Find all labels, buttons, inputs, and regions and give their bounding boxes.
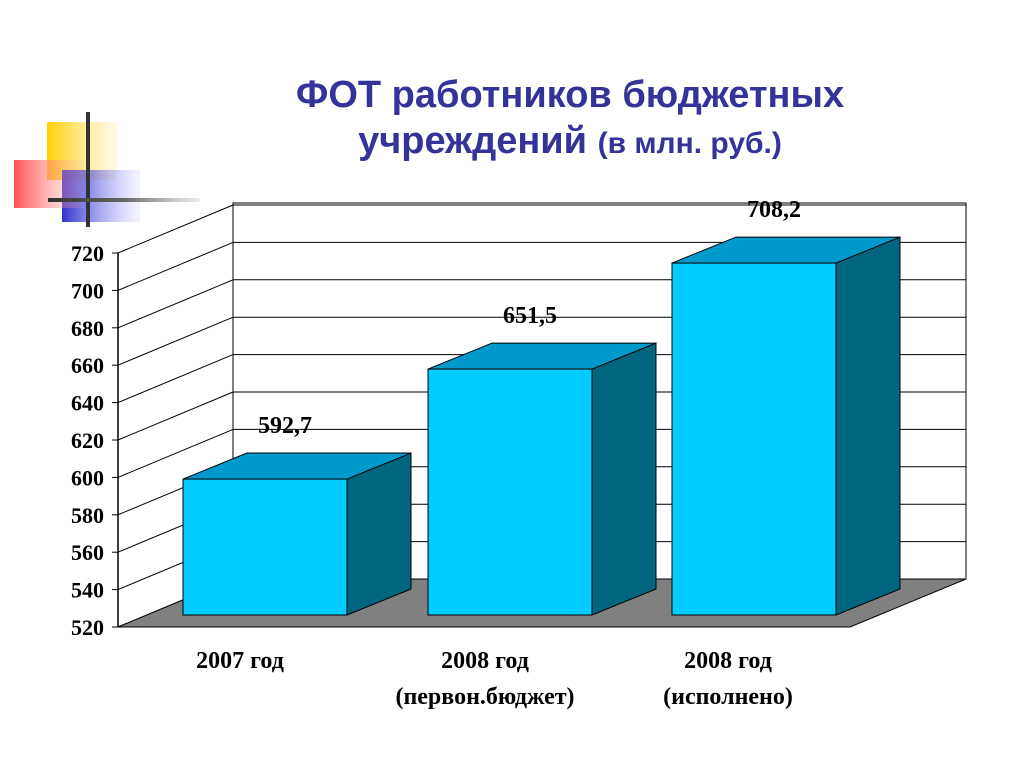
bar	[427, 368, 593, 616]
chart-title-main: учреждений	[358, 120, 588, 162]
data-label: 592,7	[258, 413, 312, 439]
x-tick-label: 2008 год	[684, 648, 772, 674]
x-tick-label: (исполнено)	[663, 684, 793, 710]
y-tick-label: 520	[71, 615, 104, 640]
side-wall-gridline	[117, 279, 234, 329]
chart-title-line1: ФОТ работников бюджетных	[295, 74, 845, 116]
chart-title-line2: учреждений (в млн. руб.)	[150, 120, 990, 163]
side-wall-gridline	[117, 204, 234, 254]
data-label: 651,5	[503, 303, 557, 329]
side-wall-gridline	[117, 354, 234, 404]
y-tick-label: 600	[71, 465, 104, 490]
y-tick-label: 540	[71, 578, 104, 603]
y-tick-label: 620	[71, 428, 104, 453]
data-label: 708,2	[747, 197, 801, 223]
y-tick-label: 720	[71, 241, 104, 266]
side-wall-gridline	[117, 428, 234, 478]
chart-title-unit: (в млн. руб.)	[597, 127, 782, 160]
x-tick-label: 2008 год	[441, 648, 529, 674]
bar-side	[591, 342, 657, 616]
y-tick-label: 580	[71, 503, 104, 528]
bar	[182, 478, 348, 616]
side-wall-gridline	[117, 316, 234, 366]
y-tick-label: 660	[71, 353, 104, 378]
y-tick-label: 680	[71, 316, 104, 341]
x-tick-label: 2007 год	[196, 648, 284, 674]
y-tick-label: 640	[71, 391, 104, 416]
bar-side	[346, 452, 412, 616]
y-tick-label: 700	[71, 278, 104, 303]
side-wall-gridline	[117, 241, 234, 291]
x-tick-label: (первон.бюджет)	[395, 684, 574, 710]
y-tick-label: 560	[71, 540, 104, 565]
decorative-logo-graphic	[14, 112, 200, 227]
bar	[671, 262, 837, 616]
bar-side	[835, 236, 901, 616]
side-wall-gridline	[117, 391, 234, 441]
